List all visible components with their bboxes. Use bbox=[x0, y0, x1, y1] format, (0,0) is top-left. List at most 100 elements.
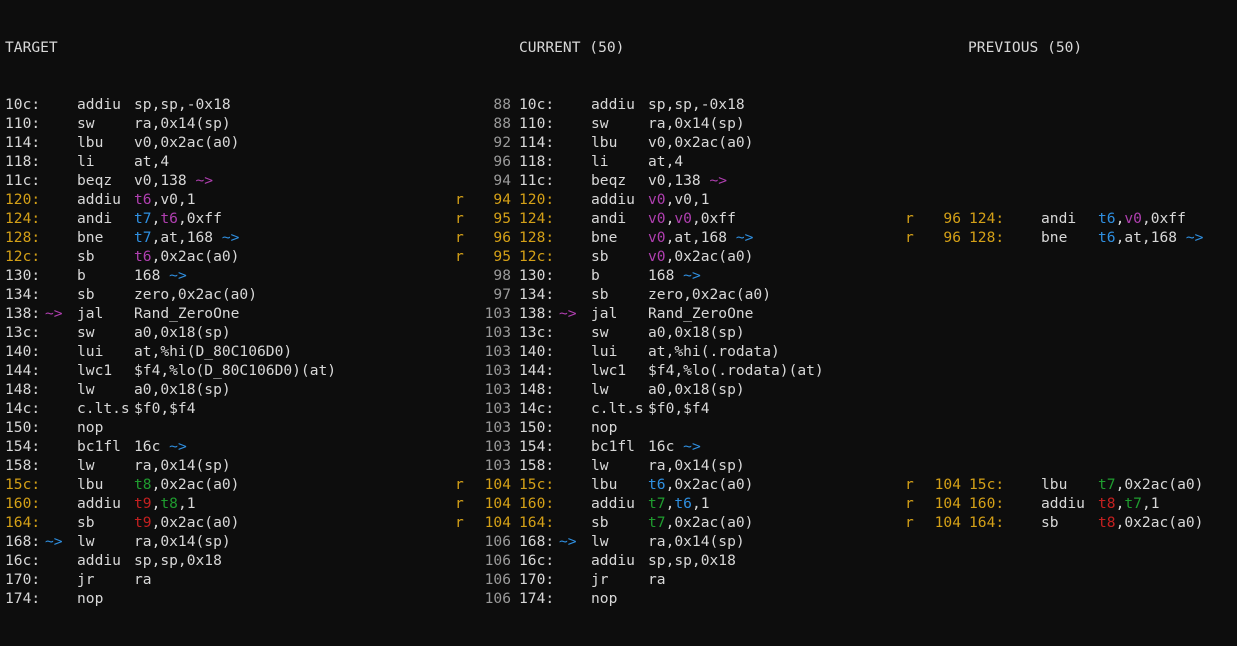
instruction-row[interactable]: 164: sb t9,0x2ac(a0) bbox=[5, 513, 445, 532]
instruction-row[interactable]: 128: bne t7,at,168 ~> bbox=[5, 228, 445, 247]
instruction-row[interactable]: 144: lwc1 $f4,%lo(D_80C106D0)(at) bbox=[5, 361, 445, 380]
match-score: 88 bbox=[493, 96, 511, 113]
instruction-operands: v0,0x2ac(a0) bbox=[648, 247, 753, 266]
instruction-row[interactable]: r 104 164: sb t7,0x2ac(a0) bbox=[455, 513, 905, 532]
previous-header: PREVIOUS (50) bbox=[968, 39, 1083, 56]
instruction-row[interactable]: 124: andi t7,t6,0xff bbox=[5, 209, 445, 228]
instruction-row[interactable]: r 104 164: sb t8,0x2ac(a0) bbox=[905, 513, 1237, 532]
instruction-row[interactable]: 103 14c: c.lt.s $f0,$f4 bbox=[455, 399, 905, 418]
instruction-mnemonic: addiu bbox=[591, 96, 635, 113]
instruction-row[interactable]: 103 158: lw ra,0x14(sp) bbox=[455, 456, 905, 475]
instruction-row[interactable]: r 104 160: addiu t7,t6,1 bbox=[455, 494, 905, 513]
cell-gap bbox=[511, 418, 519, 437]
instruction-row[interactable]: r 94 120: addiu v0,v0,1 bbox=[455, 190, 905, 209]
instruction-row[interactable]: r 95 124: andi v0,v0,0xff bbox=[455, 209, 905, 228]
instruction-address: 13c: bbox=[5, 324, 41, 341]
instruction-row[interactable]: r 104 15c: lbu t7,0x2ac(a0) bbox=[905, 475, 1237, 494]
instruction-row[interactable]: 97 134: sb zero,0x2ac(a0) bbox=[455, 285, 905, 304]
instruction-row[interactable]: 10c: addiu sp,sp,-0x18 bbox=[5, 95, 445, 114]
instruction-row[interactable]: 150: nop bbox=[5, 418, 445, 437]
instruction-address: 140: bbox=[5, 343, 41, 360]
operand-token: v0 bbox=[648, 210, 666, 227]
instruction-row[interactable]: 154: bc1fl 16c ~> bbox=[5, 437, 445, 456]
instruction-row[interactable]: 103 144: lwc1 $f4,%lo(.rodata)(at) bbox=[455, 361, 905, 380]
instruction-row[interactable]: 88 110: sw ra,0x14(sp) bbox=[455, 114, 905, 133]
instruction-mnemonic: lbu bbox=[77, 476, 104, 493]
instruction-operands: $f4,%lo(.rodata)(at) bbox=[648, 361, 824, 380]
instruction-row[interactable]: r 104 15c: lbu t6,0x2ac(a0) bbox=[455, 475, 905, 494]
operand-token: a0,0x18(sp) bbox=[134, 324, 231, 341]
instruction-address: 134: bbox=[519, 286, 555, 303]
operand-token: ~> bbox=[195, 172, 214, 189]
instruction-row[interactable]: 120: addiu t6,v0,1 bbox=[5, 190, 445, 209]
instruction-row[interactable]: 96 118: li at,4 bbox=[455, 152, 905, 171]
instruction-mnemonic: c.lt.s bbox=[591, 400, 644, 417]
instruction-address: 16c: bbox=[5, 552, 41, 569]
instruction-row[interactable]: 103 148: lw a0,0x18(sp) bbox=[455, 380, 905, 399]
instruction-row[interactable]: 106 174: nop bbox=[455, 589, 905, 608]
operand-token: ra,0x14(sp) bbox=[134, 115, 231, 132]
instruction-row[interactable]: 92 114: lbu v0,0x2ac(a0) bbox=[455, 133, 905, 152]
instruction-row[interactable]: r 96 128: bne v0,at,168 ~> bbox=[455, 228, 905, 247]
instruction-row[interactable]: 11c: beqz v0,138 ~> bbox=[5, 171, 445, 190]
instruction-row[interactable]: 103 140: lui at,%hi(.rodata) bbox=[455, 342, 905, 361]
cell-gap bbox=[511, 513, 519, 532]
operand-token: at,4 bbox=[648, 153, 684, 170]
instruction-row[interactable]: 114: lbu v0,0x2ac(a0) bbox=[5, 133, 445, 152]
instruction-row[interactable]: 88 10c: addiu sp,sp,-0x18 bbox=[455, 95, 905, 114]
operand-token: v0,0x2ac(a0) bbox=[134, 134, 240, 151]
instruction-row[interactable]: r 96 128: bne t6,at,168 ~> bbox=[905, 228, 1237, 247]
jump-arrow-icon: ~> bbox=[45, 533, 81, 550]
jump-arrow-icon bbox=[45, 399, 77, 418]
match-score: 88 bbox=[493, 115, 511, 132]
match-score: 103 bbox=[484, 438, 511, 455]
instruction-row[interactable]: 106 168: ~> lw ra,0x14(sp) bbox=[455, 532, 905, 551]
instruction-row[interactable]: 16c: addiu sp,sp,0x18 bbox=[5, 551, 445, 570]
instruction-row[interactable]: 13c: sw a0,0x18(sp) bbox=[5, 323, 445, 342]
instruction-row[interactable]: 110: sw ra,0x14(sp) bbox=[5, 114, 445, 133]
instruction-row[interactable]: 103 13c: sw a0,0x18(sp) bbox=[455, 323, 905, 342]
instruction-row[interactable]: 103 150: nop bbox=[455, 418, 905, 437]
instruction-mnemonic: beqz bbox=[77, 172, 113, 189]
instruction-row[interactable]: 174: nop bbox=[5, 589, 445, 608]
jump-arrow-icon bbox=[45, 380, 77, 399]
instruction-row[interactable]: 106 170: jr ra bbox=[455, 570, 905, 589]
match-score: 97 bbox=[493, 286, 511, 303]
instruction-row[interactable]: 160: addiu t9,t8,1 bbox=[5, 494, 445, 513]
jump-arrow-icon bbox=[559, 456, 591, 475]
blank-row bbox=[905, 152, 1237, 171]
match-score: 104 bbox=[934, 476, 961, 493]
instruction-address: 128: bbox=[5, 229, 41, 246]
instruction-row[interactable]: 14c: c.lt.s $f0,$f4 bbox=[5, 399, 445, 418]
instruction-row[interactable]: 158: lw ra,0x14(sp) bbox=[5, 456, 445, 475]
instruction-row[interactable]: 130: b 168 ~> bbox=[5, 266, 445, 285]
cell-gap bbox=[511, 323, 519, 342]
instruction-row[interactable]: 15c: lbu t8,0x2ac(a0) bbox=[5, 475, 445, 494]
jump-arrow-icon bbox=[559, 494, 591, 513]
instruction-row[interactable]: r 104 160: addiu t8,t7,1 bbox=[905, 494, 1237, 513]
instruction-operands: at,4 bbox=[134, 152, 169, 171]
current-rows: 88 10c: addiu sp,sp,-0x18 88 110: sw ra,0x… bbox=[455, 95, 905, 608]
instruction-row[interactable]: 170: jr ra bbox=[5, 570, 445, 589]
instruction-row[interactable]: r 95 12c: sb v0,0x2ac(a0) bbox=[455, 247, 905, 266]
instruction-row[interactable]: r 96 124: andi t6,v0,0xff bbox=[905, 209, 1237, 228]
instruction-row[interactable]: 168: ~> lw ra,0x14(sp) bbox=[5, 532, 445, 551]
instruction-mnemonic: addiu bbox=[77, 96, 121, 113]
instruction-mnemonic: b bbox=[591, 267, 600, 284]
instruction-row[interactable]: 106 16c: addiu sp,sp,0x18 bbox=[455, 551, 905, 570]
instruction-row[interactable]: 103 138: ~> jal Rand_ZeroOne bbox=[455, 304, 905, 323]
operand-token: v0 bbox=[648, 191, 666, 208]
instruction-row[interactable]: 98 130: b 168 ~> bbox=[455, 266, 905, 285]
instruction-row[interactable]: 94 11c: beqz v0,138 ~> bbox=[455, 171, 905, 190]
instruction-row[interactable]: 148: lw a0,0x18(sp) bbox=[5, 380, 445, 399]
instruction-operands: at,%hi(.rodata) bbox=[648, 342, 780, 361]
instruction-row[interactable]: 134: sb zero,0x2ac(a0) bbox=[5, 285, 445, 304]
instruction-row[interactable]: 103 154: bc1fl 16c ~> bbox=[455, 437, 905, 456]
instruction-row[interactable]: 140: lui at,%hi(D_80C106D0) bbox=[5, 342, 445, 361]
instruction-row[interactable]: 138: ~> jal Rand_ZeroOne bbox=[5, 304, 445, 323]
jump-arrow-icon bbox=[559, 133, 591, 152]
instruction-row[interactable]: 12c: sb t6,0x2ac(a0) bbox=[5, 247, 445, 266]
jump-arrow-icon bbox=[559, 323, 591, 342]
instruction-operands: t7,t6,0xff bbox=[134, 209, 222, 228]
instruction-row[interactable]: 118: li at,4 bbox=[5, 152, 445, 171]
